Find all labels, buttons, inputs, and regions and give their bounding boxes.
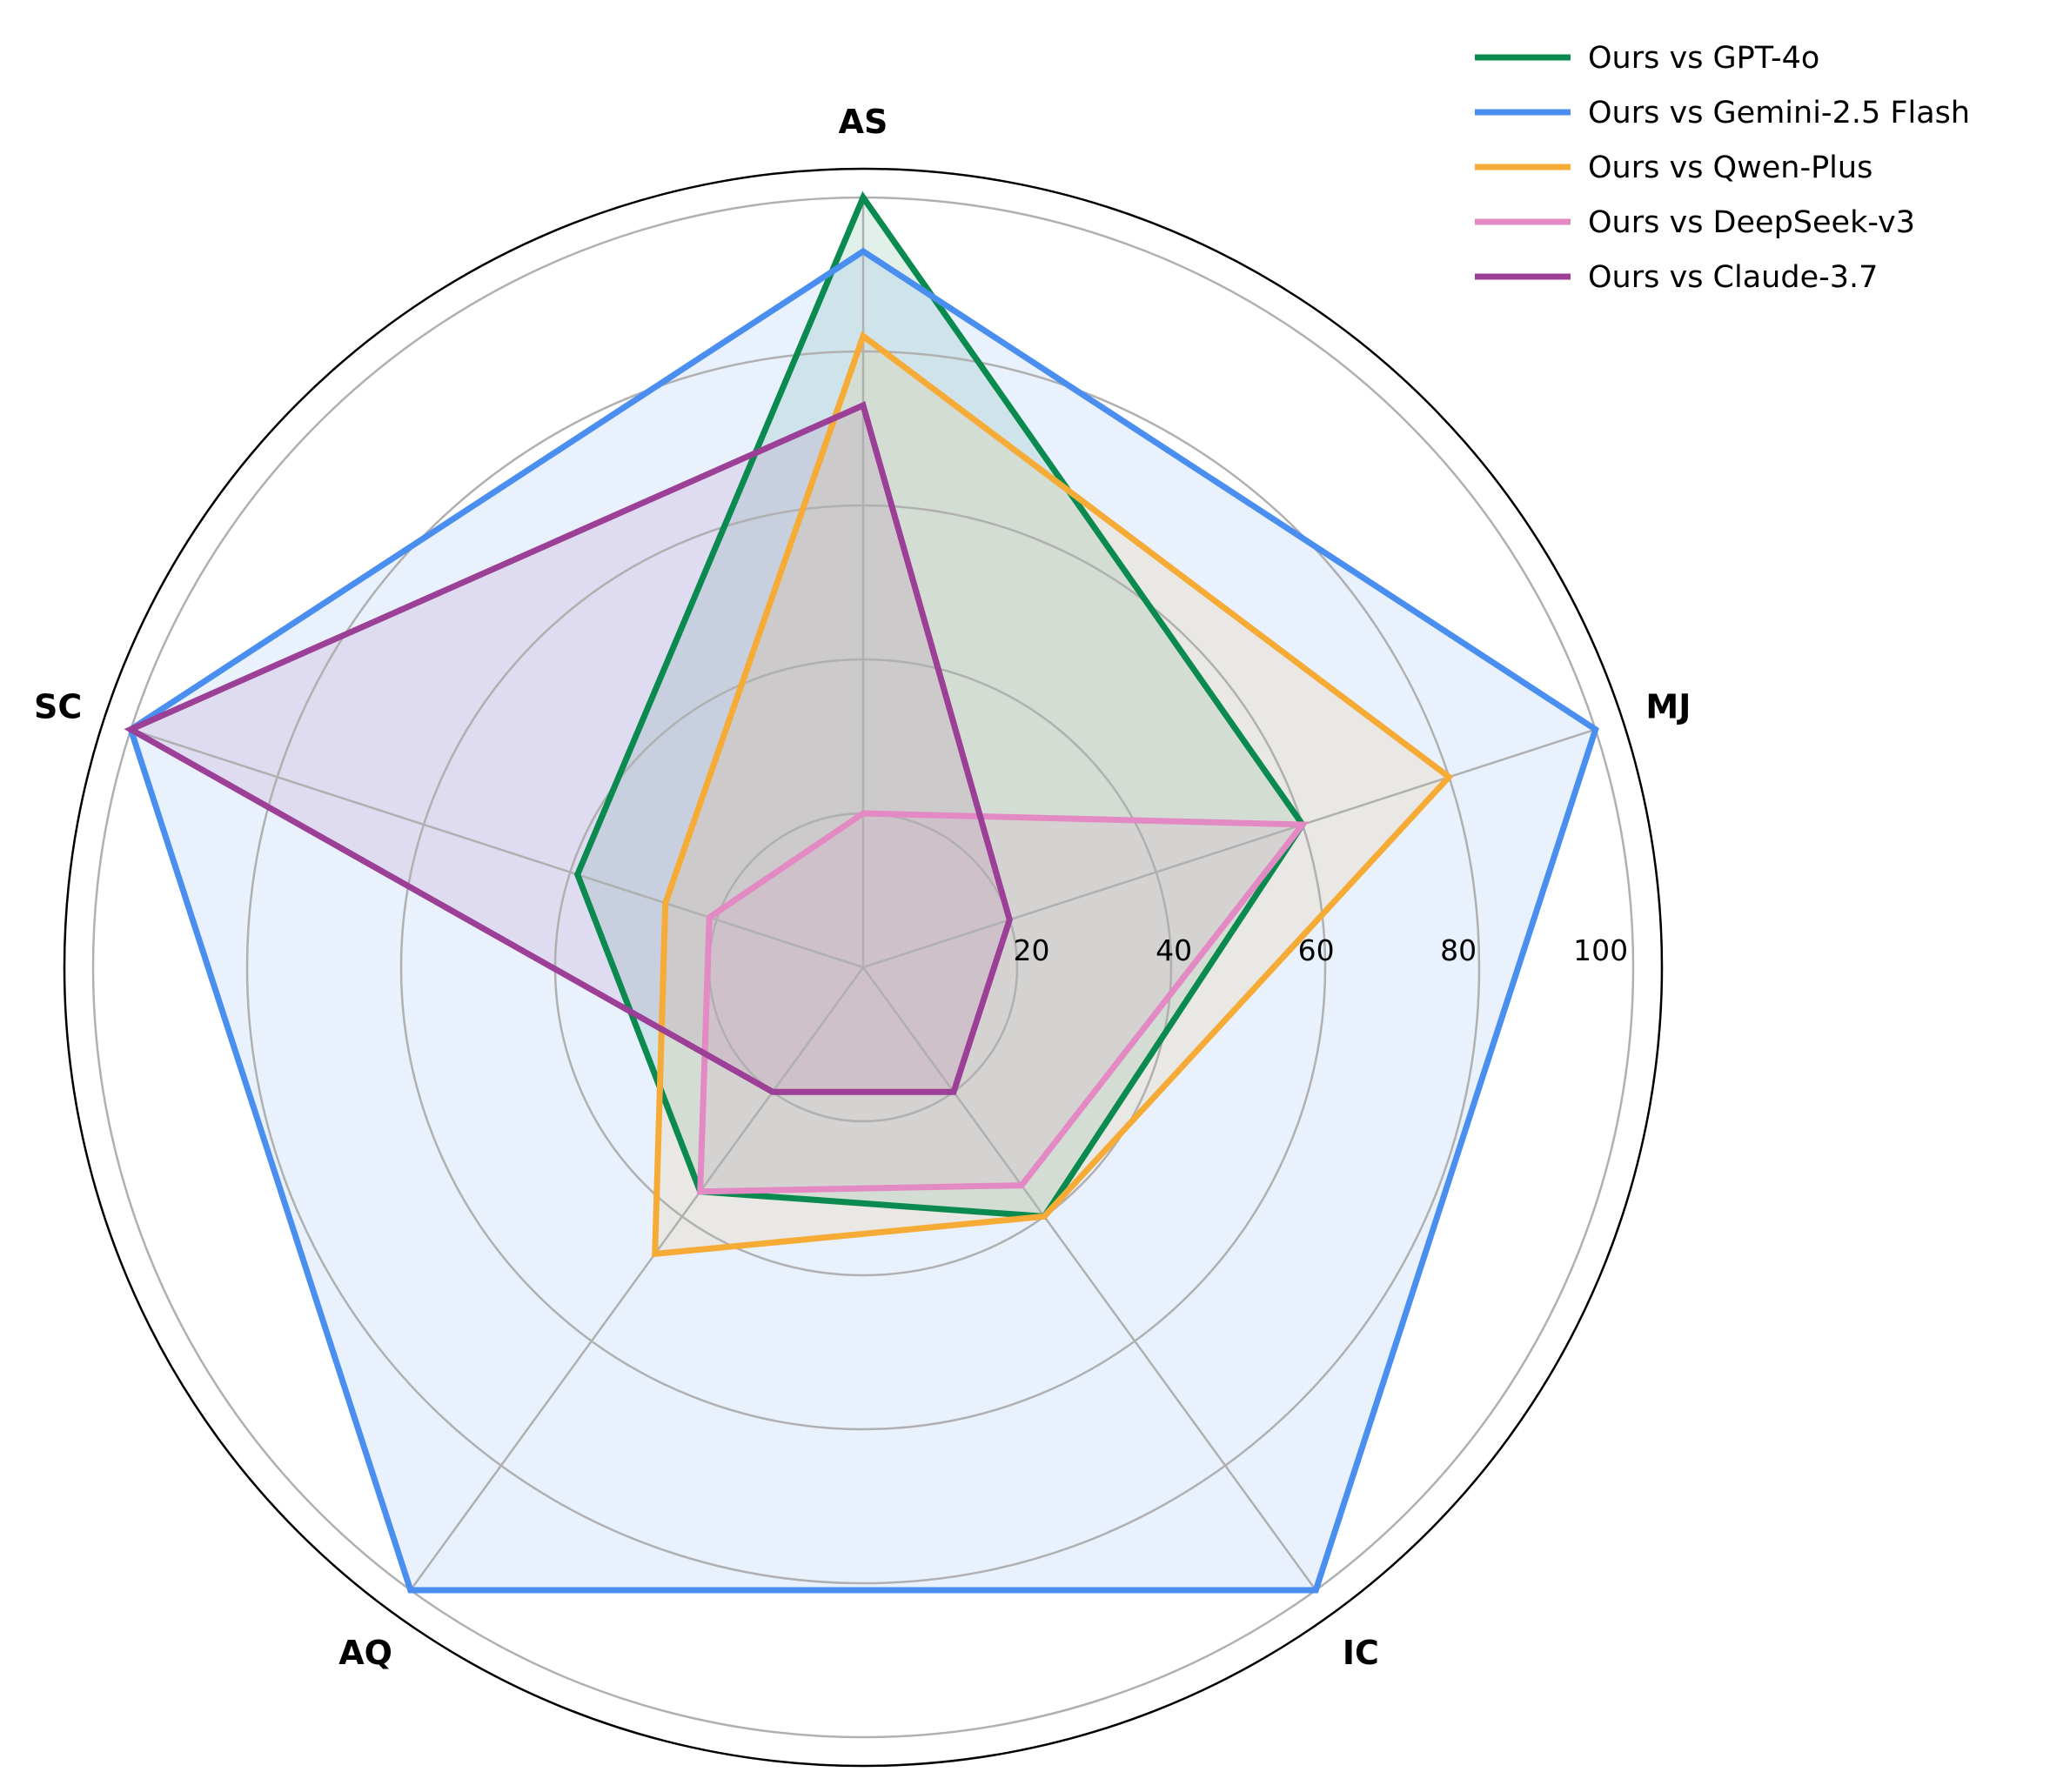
series-line-1 xyxy=(127,247,1599,1594)
legend-label-1: Ours vs Gemini-2.5 Flash xyxy=(1588,96,1970,130)
tick-label-60: 60 xyxy=(1298,933,1335,967)
legend-label-0: Ours vs GPT-4o xyxy=(1588,41,1819,76)
series-fill-3 xyxy=(700,813,1303,1192)
series-fills xyxy=(131,197,1596,1590)
tick-label-80: 80 xyxy=(1440,933,1477,967)
series-fill-2 xyxy=(654,336,1450,1254)
series-line-4 xyxy=(124,401,1013,1095)
series-line-3 xyxy=(697,810,1310,1195)
spoke-mj xyxy=(862,728,1597,969)
axis-label-ic: IC xyxy=(1343,1634,1379,1672)
series-line-2 xyxy=(652,331,1454,1258)
series-line-0 xyxy=(573,191,1307,1220)
axis-label-aq: AQ xyxy=(338,1634,392,1672)
tick-label-40: 40 xyxy=(1156,933,1192,967)
spoke-aq xyxy=(409,966,865,1591)
tick-label-20: 20 xyxy=(1014,933,1050,967)
legend: Ours vs GPT-4o Ours vs Gemini-2.5 Flash Ou… xyxy=(1475,41,1970,295)
axis-labels: AS MJ IC AQ SC xyxy=(34,103,1691,1672)
legend-label-4: Ours vs Claude-3.7 xyxy=(1588,260,1878,295)
tick-labels: 20 40 60 80 100 xyxy=(1014,933,1629,967)
legend-label-3: Ours vs DeepSeek-v3 xyxy=(1588,205,1915,240)
axis-label-as: AS xyxy=(839,103,888,141)
axis-label-sc: SC xyxy=(34,687,82,725)
series-lines xyxy=(124,191,1599,1594)
spoke-sc xyxy=(130,728,864,969)
spoke-ic xyxy=(861,966,1317,1591)
tick-label-100: 100 xyxy=(1573,933,1628,967)
axis-label-mj: MJ xyxy=(1645,687,1691,725)
legend-label-2: Ours vs Qwen-Plus xyxy=(1588,150,1872,185)
outer-frame xyxy=(63,167,1664,1768)
series-fill-4 xyxy=(131,405,1010,1093)
